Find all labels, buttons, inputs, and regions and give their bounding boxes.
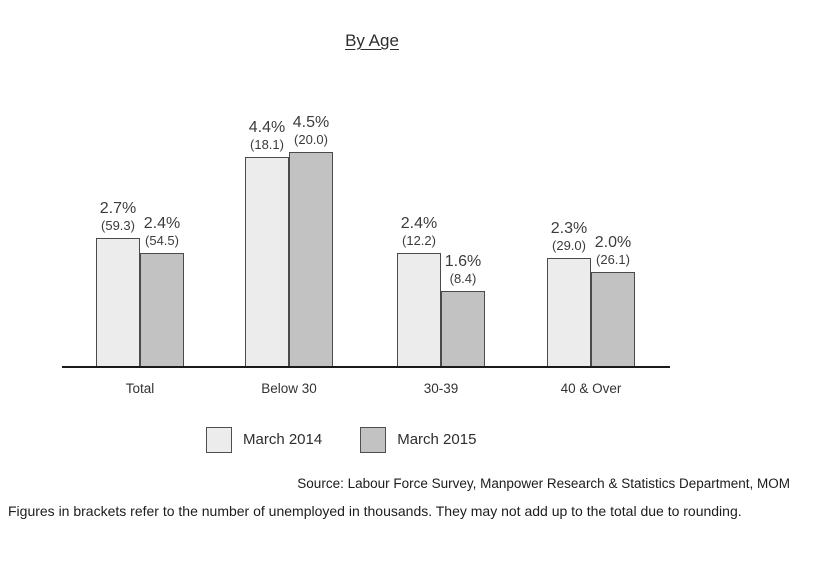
legend: March 2014 March 2015	[206, 427, 476, 453]
chart-title: By Age	[345, 31, 399, 50]
bar-march-2015-30-39	[441, 291, 485, 368]
bar-march-2014-below-30	[245, 157, 289, 368]
bar-march-2014-40-over	[547, 258, 591, 368]
footnote: Figures in brackets refer to the number …	[8, 503, 742, 519]
bar-chart: 2.7% (59.3) 2.4% (54.5) Total 4.4% (18.1) 4.5%(…	[62, 0, 670, 396]
legend-label-march-2014: March 2014	[243, 431, 323, 448]
bar-value-label-march-2014-30-39: 2.4% (12.2)	[400, 215, 438, 248]
legend-item-march-2015: March 2015	[360, 427, 476, 453]
bar-value-label-march-2014-total: 2.7% (59.3)	[99, 200, 137, 233]
category-label-30-39: 30-39	[423, 381, 459, 396]
bar-value-label-march-2015-total: 2.4% (54.5)	[143, 215, 181, 248]
category-label-40-over: 40 & Over	[560, 381, 622, 396]
bar-march-2015-40-over	[591, 272, 635, 368]
legend-swatch-march-2015	[360, 427, 387, 453]
bar-march-2015-below-30	[289, 152, 333, 368]
bar-value-label-march-2015-below-30: 4.5% (20.0)	[292, 114, 330, 147]
bar-march-2014-total	[96, 238, 140, 368]
bar-value-label-march-2014-40-over: 2.3% (29.0)	[550, 220, 588, 253]
bar-value-label-march-2015-40-over: 2.0% (26.1)	[594, 234, 632, 267]
bar-march-2015-total	[140, 253, 184, 368]
bar-march-2014-30-39	[397, 253, 441, 368]
x-axis-line	[62, 366, 670, 368]
legend-item-march-2014: March 2014	[206, 427, 322, 453]
source-note: Source: Labour Force Survey, Manpower Re…	[297, 476, 790, 491]
bar-value-label-march-2014-below-30: 4.4% (18.1)	[248, 119, 286, 152]
category-label-below-30: Below 30	[261, 381, 317, 396]
bar-value-label-march-2015-30-39: 1.6% (8.4)	[444, 253, 482, 286]
legend-label-march-2015: March 2015	[397, 431, 477, 448]
legend-swatch-march-2014	[206, 427, 232, 453]
category-label-total: Total	[125, 381, 155, 396]
